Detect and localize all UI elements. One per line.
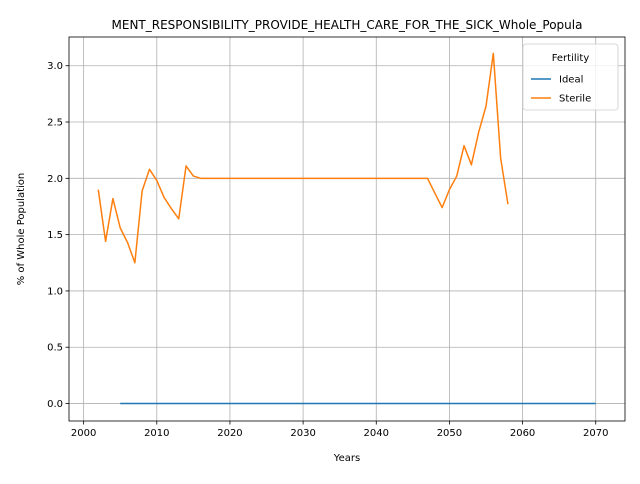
x-tick-label: 2010 xyxy=(144,428,169,439)
x-tick-label: 2030 xyxy=(290,428,315,439)
y-axis-label: % of Whole Population xyxy=(16,173,27,286)
plot-frame xyxy=(68,36,626,422)
legend-box xyxy=(522,43,619,111)
chart-title: MENT_RESPONSIBILITY_PROVIDE_HEALTH_CARE_… xyxy=(112,18,583,32)
x-tick-label: 2020 xyxy=(217,428,242,439)
series-lines xyxy=(97,52,596,405)
legend-label-sterile: Sterile xyxy=(559,94,591,105)
y-tick-label: 3.0 xyxy=(47,61,63,72)
series-line-sterile xyxy=(97,52,509,264)
y-tick-label: 1.5 xyxy=(47,230,63,241)
legend-label-ideal: Ideal xyxy=(559,75,583,86)
x-tick-label: 2000 xyxy=(71,428,96,439)
y-tick-label: 1.0 xyxy=(47,286,63,297)
legend-title: Fertility xyxy=(552,53,590,64)
x-ticks: 2000 2010 2020 2030 2040 2050 2060 2070 xyxy=(71,421,608,439)
x-tick-label: 2060 xyxy=(510,428,535,439)
y-tick-label: 2.0 xyxy=(47,174,63,185)
x-tick-label: 2040 xyxy=(364,428,389,439)
x-tick-label: 2050 xyxy=(437,428,462,439)
legend: Fertility Ideal Sterile xyxy=(522,43,619,111)
x-axis-label: Years xyxy=(333,453,360,464)
y-tick-label: 0.0 xyxy=(47,399,63,410)
y-tick-label: 0.5 xyxy=(47,343,63,354)
y-tick-label: 2.5 xyxy=(47,118,63,129)
x-tick-label: 2070 xyxy=(583,428,608,439)
y-ticks: 0.0 0.5 1.0 1.5 2.0 2.5 3.0 xyxy=(47,61,69,410)
